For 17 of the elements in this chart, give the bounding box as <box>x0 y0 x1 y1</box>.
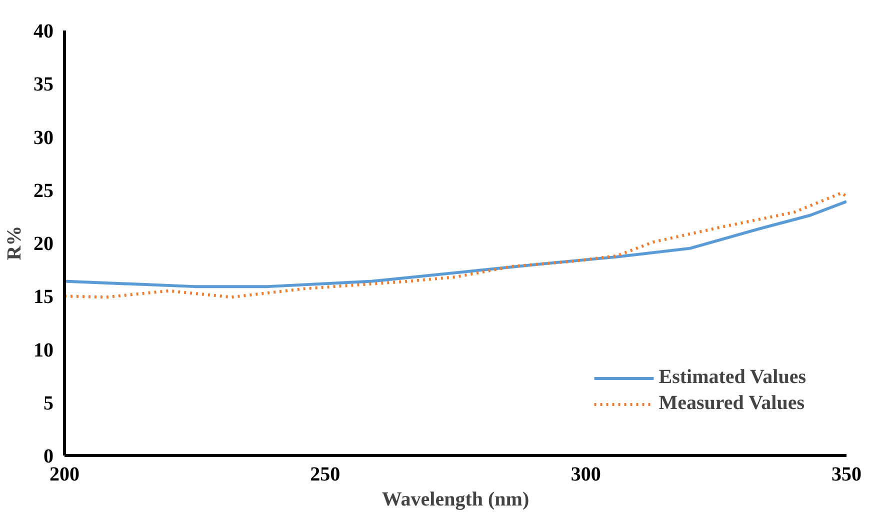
y-tick-label: 25 <box>34 180 54 202</box>
x-axis-title: Wavelength (nm) <box>382 488 530 510</box>
y-tick-label: 20 <box>34 233 54 255</box>
y-tick-label: 30 <box>34 126 54 149</box>
x-tick-label: 250 <box>310 464 340 486</box>
y-axis-title: R% <box>4 226 26 260</box>
x-tick-label: 300 <box>570 464 601 486</box>
y-tick-label: 35 <box>34 74 54 96</box>
y-tick-label: 10 <box>34 339 54 362</box>
legend-label: Measured Values <box>658 392 805 415</box>
y-tick-label: 15 <box>34 286 54 308</box>
x-tick-label: 350 <box>832 464 862 486</box>
line-series <box>64 200 846 288</box>
line-series <box>64 192 846 299</box>
y-tick-label: 40 <box>34 20 54 42</box>
legend-label: Estimated Values <box>658 366 806 389</box>
y-tick-label: 5 <box>44 392 54 414</box>
